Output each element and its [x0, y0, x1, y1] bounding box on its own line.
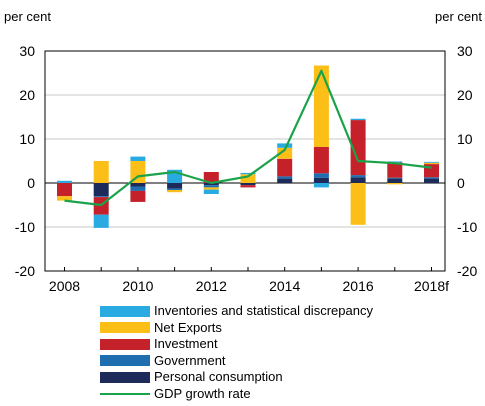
bar-net-exports	[203, 187, 219, 190]
legend-swatch-personal-consumption	[100, 371, 150, 383]
bar-inventories	[350, 118, 366, 121]
y-tick-label-right: 20	[457, 87, 473, 103]
bar-net-exports	[350, 183, 366, 225]
y-tick-label-left: 0	[27, 175, 35, 191]
bar-net-exports	[277, 147, 293, 159]
bar-net-exports	[424, 162, 439, 165]
legend-label-government: Government	[154, 352, 226, 368]
y-tick-label-right: 0	[457, 175, 465, 191]
y-axis-right-unit: per cent	[435, 9, 482, 24]
bar-government	[130, 186, 146, 191]
bar-inventories	[93, 214, 109, 228]
legend-item-gdp-growth: GDP growth rate	[100, 386, 440, 403]
legend-swatch-inventories	[100, 305, 150, 317]
x-tick-label: 2012	[196, 278, 227, 294]
bar-personal-consumption	[167, 183, 183, 189]
bar-inventories	[130, 156, 146, 161]
y-tick-label-left: -20	[15, 263, 35, 279]
bar-inventories	[277, 143, 293, 148]
bar-government	[424, 177, 439, 179]
bar-inventories	[203, 189, 219, 194]
bar-net-exports	[240, 174, 256, 183]
legend-item-government: Government	[100, 353, 440, 370]
bar-government	[203, 185, 219, 188]
legend-swatch-net-exports	[100, 322, 150, 334]
bar-inventories	[313, 183, 329, 188]
bar-inventories	[387, 161, 403, 163]
y-tick-label-left: 20	[19, 87, 35, 103]
bar-net-exports	[167, 190, 183, 193]
bar-personal-consumption	[130, 183, 146, 187]
legend-item-investment: Investment	[100, 336, 440, 353]
bar-investment	[240, 185, 256, 188]
x-tick-label: 2010	[122, 278, 153, 294]
x-tick-label: 2016	[343, 278, 374, 294]
bar-government	[93, 196, 109, 198]
y-tick-label-left: 30	[19, 43, 35, 59]
legend-item-personal-consumption: Personal consumption	[100, 369, 440, 386]
bar-investment	[387, 162, 403, 178]
legend-label-personal-consumption: Personal consumption	[154, 369, 283, 385]
y-tick-label-right: 10	[457, 131, 473, 147]
bar-net-exports	[313, 65, 329, 147]
legend-label-net-exports: Net Exports	[154, 319, 222, 335]
legend-item-inventories: Inventories and statistical discrepancy	[100, 303, 440, 320]
bar-personal-consumption	[93, 183, 109, 197]
legend: Inventories and statistical discrepancy …	[100, 303, 440, 402]
bar-investment	[277, 158, 293, 177]
bar-investment	[313, 146, 329, 174]
y-tick-label-right: -20	[457, 263, 477, 279]
y-axis-left-unit: per cent	[4, 9, 51, 24]
bar-government	[313, 173, 329, 178]
bar-investment	[203, 172, 219, 183]
chart: -20 -20 -10 -10 0 0 10 10 20 20 30 30 2008 2010 2012 20…	[15, 43, 478, 294]
bar-government	[277, 176, 293, 179]
bar-net-exports	[130, 161, 146, 183]
legend-label-investment: Investment	[154, 336, 218, 352]
bar-inventories	[240, 172, 256, 175]
bar-investment	[130, 190, 146, 202]
y-tick-label-left: -10	[15, 219, 35, 235]
bar-government	[350, 175, 366, 178]
bar-personal-consumption	[277, 178, 293, 183]
bar-personal-consumption	[424, 178, 439, 183]
legend-swatch-government	[100, 355, 150, 367]
bar-net-exports	[93, 161, 109, 183]
y-tick-label-left: 10	[19, 131, 35, 147]
gdp-growth-line	[64, 69, 432, 207]
y-tick-label-right: -10	[457, 219, 477, 235]
legend-label-gdp-growth: GDP growth rate	[154, 385, 251, 401]
x-tick-label: 2018f	[414, 278, 449, 294]
x-tick-label: 2014	[269, 278, 300, 294]
bar-personal-consumption	[313, 177, 329, 183]
y-tick-label-right: 30	[457, 43, 473, 59]
bar-inventories	[424, 161, 439, 163]
bar-government	[167, 188, 183, 191]
legend-line-gdp-growth	[100, 392, 150, 395]
bar-investment	[57, 183, 72, 197]
bar-inventories	[57, 180, 72, 183]
bar-net-exports	[387, 183, 403, 185]
bar-personal-consumption	[350, 177, 366, 183]
legend-label-inventories: Inventories and statistical discrepancy	[154, 303, 373, 319]
x-tick-label: 2008	[49, 278, 80, 294]
bar-government	[387, 177, 403, 179]
bar-personal-consumption	[240, 183, 256, 186]
legend-swatch-investment	[100, 338, 150, 350]
bar-net-exports	[57, 196, 72, 201]
bar-personal-consumption	[387, 178, 403, 183]
legend-item-net-exports: Net Exports	[100, 320, 440, 337]
plot-frame	[44, 50, 446, 272]
